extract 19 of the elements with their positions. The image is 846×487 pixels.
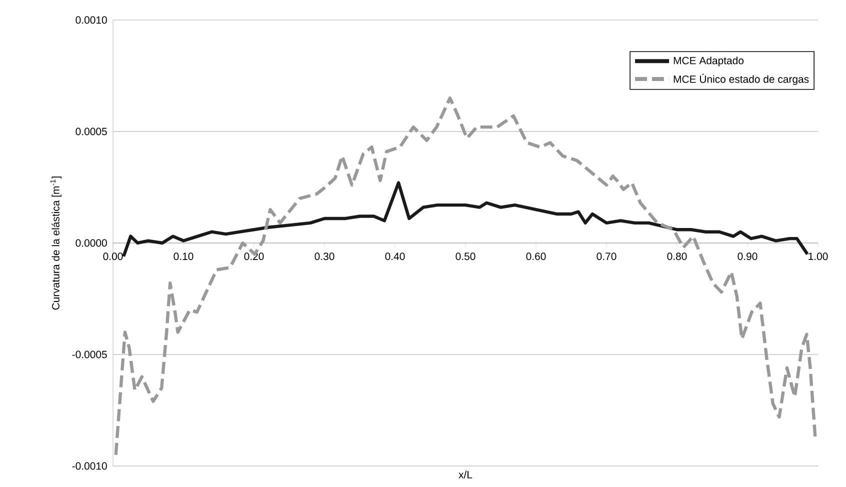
x-tick-label: 0.90 <box>738 252 758 260</box>
x-tick-label: 0.40 <box>385 252 405 260</box>
x-tick-label: 1.00 <box>808 252 828 260</box>
x-tick-label: 0.70 <box>596 252 616 260</box>
x-tick-label: 0.80 <box>667 252 687 260</box>
y-tick-label: -0.0010 <box>72 462 107 470</box>
y-tick-label: 0.0005 <box>76 128 107 136</box>
x-tick-label: 0.10 <box>174 252 194 260</box>
legend-label: MCE Único estado de cargas <box>674 74 809 85</box>
legend-label: MCE Adaptado <box>674 56 744 66</box>
x-tick-label: 0.50 <box>456 252 476 260</box>
x-axis-title: x/L <box>458 470 472 478</box>
x-tick-label: 0.30 <box>314 252 334 260</box>
y-tick-label: 0.0000 <box>76 239 107 247</box>
y-tick-label: 0.0010 <box>76 16 107 24</box>
y-tick-label: -0.0005 <box>72 350 107 358</box>
y-axis-title: Curvatura de la elástica [m$^{-1}$] <box>50 176 62 310</box>
x-tick-label: 0.60 <box>526 252 546 260</box>
x-tick-label: 0.00 <box>103 252 123 260</box>
